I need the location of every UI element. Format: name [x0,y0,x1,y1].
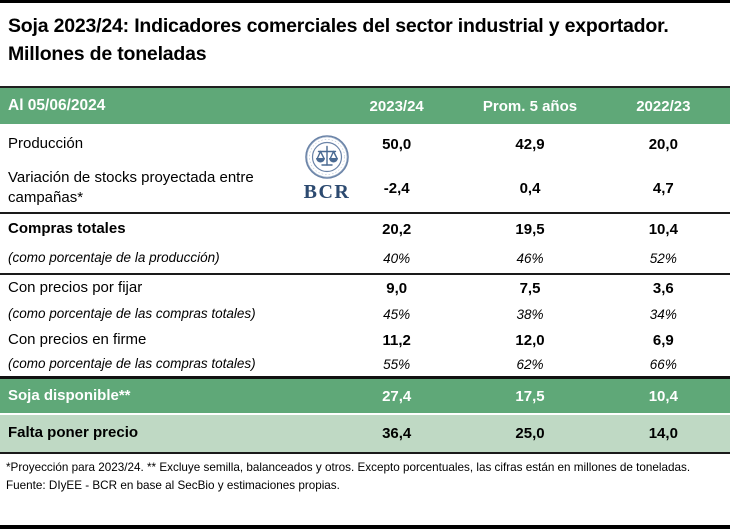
row-value: 34% [649,306,677,322]
page-title: Soja 2023/24: Indicadores comerciales de… [0,3,730,88]
row-value: 40% [383,251,411,266]
table-row-variacion-stocks: Variación de stocks proyectada entre cam… [0,164,730,214]
bottom-border-rule [0,525,730,529]
row-label: (como porcentaje de las compras totales) [8,305,256,321]
row-value: -2,4 [383,179,410,197]
table-row-produccion: Producción 50,0 42,9 20,0 [0,124,730,164]
table-row-pct-compras-2: (como porcentaje de las compras totales)… [0,353,730,379]
row-value: 42,9 [515,135,545,153]
row-label: (como porcentaje de la producción) [8,250,220,266]
footnote-source: Fuente: DIyEE - BCR en base al SecBio y … [6,478,340,492]
row-label: Compras totales [8,219,126,237]
row-value: 9,0 [386,279,408,297]
row-label: (como porcentaje de las compras totales) [8,356,256,372]
row-value: 20,2 [382,220,412,238]
header-col-2022-23: 2022/23 [636,97,691,115]
row-label: Variación de stocks proyectada entre cam… [8,168,254,206]
row-value: 12,0 [515,331,545,349]
header-col-2023-24: 2023/24 [369,97,424,115]
row-value: 17,5 [515,387,545,405]
row-value: 4,7 [652,179,674,197]
bcr-logo: BCR [294,134,360,202]
row-value: 20,0 [648,135,678,153]
row-label: Con precios por fijar [8,278,143,296]
footnote-projection: *Proyección para 2023/24. ** Excluye sem… [6,461,691,474]
row-value: 36,4 [382,425,412,442]
row-value: 7,5 [519,279,541,297]
row-value: 62% [516,357,544,372]
row-label: Falta poner precio [8,424,139,442]
row-value: 6,9 [652,331,674,349]
title-line-2: Millones de toneladas [8,43,207,66]
row-value: 50,0 [382,135,412,153]
table-row-precios-por-fijar: Con precios por fijar 9,0 7,5 3,6 [0,275,730,301]
row-label: Producción [8,134,84,152]
title-line-1: Soja 2023/24: Indicadores comerciales de… [8,15,669,37]
table-row-falta-poner-precio: Falta poner precio 36,4 25,0 14,0 [0,415,730,454]
row-value: 10,4 [648,387,678,405]
header-date-cell: Al 05/06/2024 [8,97,106,114]
row-value: 27,4 [382,387,412,405]
row-value: 45% [383,306,411,322]
indicators-table: Al 05/06/2024 2023/24 Prom. 5 años 2022/… [0,88,730,454]
table-row-precios-en-firme: Con precios en firme 11,2 12,0 6,9 [0,327,730,353]
row-value: 0,4 [519,179,541,197]
bcr-logo-wordmark: BCR [303,181,351,203]
row-value: 55% [383,357,411,372]
table-row-soja-disponible: Soja disponible** 27,4 17,5 10,4 [0,379,730,413]
table-row-pct-compras-1: (como porcentaje de las compras totales)… [0,301,730,327]
footnotes: *Proyección para 2023/24. ** Excluye sem… [0,454,730,494]
header-col-prom-5-anos: Prom. 5 años [482,97,578,115]
table-header-row: Al 05/06/2024 2023/24 Prom. 5 años 2022/… [0,88,730,124]
row-value: 25,0 [515,425,545,442]
table-row-pct-produccion: (como porcentaje de la producción) 40% 4… [0,244,730,275]
row-value: 10,4 [648,220,678,238]
table-row-compras-totales: Compras totales 20,2 19,5 10,4 [0,214,730,244]
row-label: Soja disponible** [8,386,131,404]
row-value: 38% [516,306,544,322]
row-value: 66% [649,357,677,372]
row-value: 19,5 [515,220,545,238]
row-label: Con precios en firme [8,330,147,348]
row-value: 46% [516,251,544,266]
row-value: 14,0 [648,425,678,442]
row-value: 11,2 [382,331,411,349]
row-value: 3,6 [652,279,674,297]
bcr-seal-icon [305,135,349,179]
row-value: 52% [649,251,677,266]
